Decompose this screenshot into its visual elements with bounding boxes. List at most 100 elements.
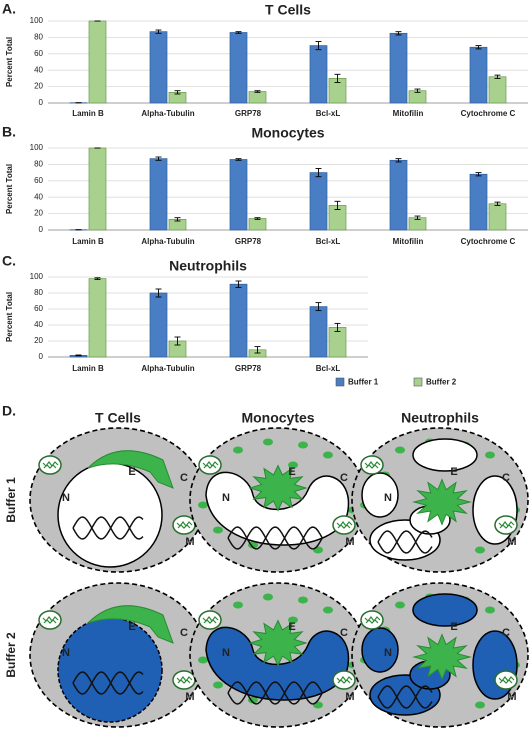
error-bar [155, 156, 162, 161]
panel-label: B. [2, 124, 16, 140]
cell-label: E [450, 621, 457, 633]
cell-label: M [345, 536, 354, 548]
x-tick-label: Cytochrome C [461, 109, 516, 118]
vesicle [233, 601, 243, 609]
cell-label: E [288, 466, 295, 478]
y-tick-label: 0 [39, 225, 44, 234]
x-tick-label: Lamin B [72, 364, 104, 373]
vesicle [288, 461, 298, 469]
dna [227, 526, 323, 550]
cristae [42, 616, 59, 624]
cristae [176, 521, 193, 529]
y-tick-label: 0 [39, 352, 44, 361]
cell-label: E [288, 621, 295, 633]
mitochondrion [360, 455, 384, 475]
legend-label: Buffer 2 [426, 378, 457, 387]
y-tick-label: 60 [34, 176, 43, 185]
y-tick-label: 80 [34, 160, 43, 169]
dna [377, 530, 433, 554]
dna [72, 671, 144, 695]
chart-title: Monocytes [251, 125, 324, 141]
bar [309, 172, 328, 231]
error-bar [94, 277, 101, 280]
bar [389, 159, 408, 231]
y-axis-label: Percent Total [5, 292, 14, 342]
y-tick-label: 60 [34, 304, 43, 313]
panel-label: D. [2, 403, 16, 419]
cell-label: M [185, 536, 194, 548]
error-bar [315, 168, 322, 178]
dna [72, 671, 144, 695]
mitochondrion [494, 670, 518, 690]
vesicle [323, 451, 333, 459]
error-bar [75, 354, 82, 357]
er [248, 619, 308, 667]
row-title: Buffer 2 [4, 632, 18, 678]
error-bar [494, 201, 501, 206]
error-bar [315, 41, 322, 51]
cristae [202, 616, 219, 624]
dna [377, 685, 433, 709]
mitochondrion [360, 610, 384, 630]
bar [389, 32, 408, 104]
x-tick-label: Cytochrome C [461, 237, 516, 246]
er [87, 450, 174, 489]
cristae [336, 521, 353, 529]
bar [248, 218, 267, 231]
bar [469, 46, 488, 104]
y-tick-label: 40 [34, 320, 43, 329]
nucleus [57, 462, 163, 568]
bar [248, 91, 267, 104]
error-bar [494, 74, 501, 79]
bar [488, 76, 507, 104]
vesicle [475, 546, 485, 554]
bar [229, 32, 248, 104]
y-tick-label: 100 [30, 16, 44, 25]
cell-label: N [384, 492, 392, 504]
cristae [498, 521, 515, 529]
error-bar [235, 158, 242, 161]
x-tick-label: Bcl-xL [316, 237, 341, 246]
er [412, 478, 472, 526]
cristae [176, 676, 193, 684]
er [248, 464, 308, 512]
error-bar [414, 215, 421, 220]
cristae [364, 616, 381, 624]
legend-label: Buffer 1 [348, 378, 379, 387]
vesicle [288, 616, 298, 624]
error-bar [254, 90, 261, 93]
cristae [336, 676, 353, 684]
dna [72, 516, 144, 540]
y-tick-label: 40 [34, 192, 43, 201]
nucleus-lobe [361, 472, 399, 518]
y-tick-label: 40 [34, 65, 43, 74]
error-bar [414, 88, 421, 93]
bar [488, 203, 507, 231]
vesicle [485, 606, 495, 614]
x-tick-label: GRP78 [235, 109, 262, 118]
panel-label: C. [2, 253, 16, 269]
y-axis-label: Percent Total [5, 37, 14, 87]
cell-label: N [62, 647, 70, 659]
bar [309, 306, 328, 358]
cell-label: E [128, 466, 135, 478]
bar [88, 278, 107, 358]
bar [149, 292, 168, 358]
error-bar [254, 346, 261, 354]
vesicle [323, 606, 333, 614]
y-tick-label: 20 [34, 336, 43, 345]
error-bar [235, 31, 242, 34]
nucleus-lobe [412, 438, 478, 472]
er [412, 633, 472, 681]
vesicle [395, 446, 405, 454]
vesicle [233, 446, 243, 454]
vesicle [313, 546, 323, 554]
error-bar [315, 302, 322, 312]
dna [227, 681, 323, 705]
chart-title: T Cells [265, 2, 311, 18]
error-bar [475, 45, 482, 50]
mitochondrion [332, 515, 356, 535]
cell-label: C [340, 472, 348, 484]
y-tick-label: 100 [30, 143, 44, 152]
mitochondrion [38, 610, 62, 630]
